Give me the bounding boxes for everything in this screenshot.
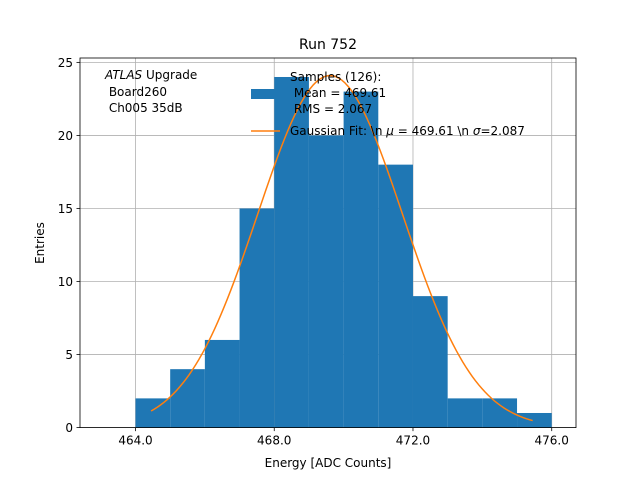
- histogram-bar: [170, 369, 205, 428]
- legend-fit-label: Gaussian Fit: \n μ = 469.61 \n σ=2.087: [290, 124, 525, 138]
- histogram-bar: [447, 398, 483, 428]
- plot-frame: [79, 57, 577, 429]
- histogram-bar: [135, 398, 171, 428]
- legend-histogram-line-3: RMS = 2.067: [290, 102, 372, 116]
- histogram-bar: [517, 412, 552, 428]
- legend-histogram-patch: [251, 89, 280, 99]
- annotation-atlas: ATLAS: [104, 68, 143, 82]
- gaussian-fit-curve: [150, 74, 533, 422]
- legend-fit-sigma-symbol: σ: [473, 124, 481, 138]
- legend-histogram-line-1: Samples (126):: [290, 70, 381, 84]
- annotation-line-3: Ch005 35dB: [105, 101, 183, 115]
- annotation-line-2: Board260: [105, 85, 167, 99]
- histogram-bars: [135, 76, 552, 428]
- y-tick-label: 20: [58, 129, 73, 143]
- histogram-bar: [343, 91, 379, 428]
- x-tick-label: 464.0: [118, 434, 152, 448]
- annotation-line-1: ATLAS Upgrade: [104, 68, 197, 82]
- atlas-annotation: ATLAS Upgrade Board260 Ch005 35dB: [104, 68, 197, 115]
- legend-fit-mu-symbol: μ: [385, 124, 394, 138]
- x-tick-label: 468.0: [257, 434, 291, 448]
- histogram-bar: [412, 296, 448, 428]
- histogram-bar: [378, 164, 413, 428]
- annotation-upgrade: Upgrade: [142, 68, 197, 82]
- y-tick-label: 25: [58, 56, 73, 70]
- y-axis-label: Entries: [33, 222, 47, 264]
- y-axis-ticks: 0 5 10 15 20 25: [58, 56, 80, 435]
- x-tick-label: 472.0: [396, 434, 430, 448]
- chart-title: Run 752: [299, 37, 357, 53]
- legend-histogram-line-2: Mean = 469.61: [290, 86, 386, 100]
- y-tick-label: 0: [65, 421, 73, 435]
- x-axis-ticks: 464.0 468.0 472.0 476.0: [118, 427, 569, 448]
- x-axis-label: Energy [ADC Counts]: [265, 456, 392, 470]
- histogram-bar: [239, 208, 275, 428]
- y-tick-label: 10: [58, 275, 73, 289]
- histogram-bar: [274, 76, 309, 428]
- y-tick-label: 5: [65, 348, 73, 362]
- legend: Samples (126): Mean = 469.61 RMS = 2.067…: [251, 70, 525, 138]
- legend-fit-prefix: Gaussian Fit: \n: [290, 124, 386, 138]
- histogram-bar: [308, 135, 344, 428]
- x-tick-label: 476.0: [535, 434, 569, 448]
- histogram-bar: [204, 339, 240, 428]
- legend-fit-sigma-value: =2.087: [480, 124, 524, 138]
- y-tick-label: 15: [58, 202, 73, 216]
- legend-fit-mu-value: = 469.61 \n: [394, 124, 473, 138]
